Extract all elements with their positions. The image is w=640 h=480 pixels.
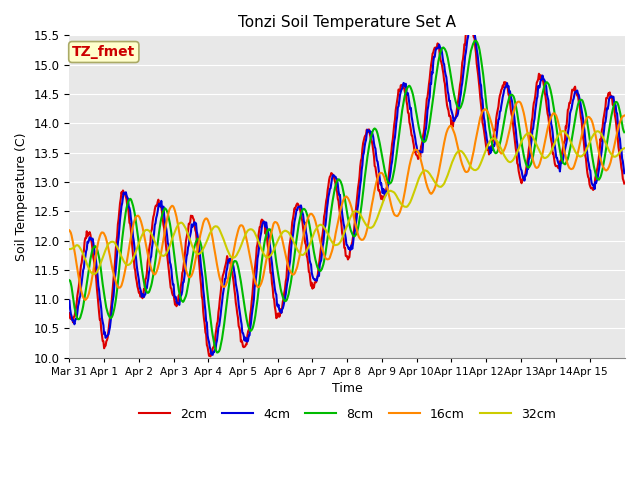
16cm: [405, 167, 413, 172]
32cm: [405, 202, 413, 207]
Line: 4cm: 4cm: [69, 26, 624, 355]
4cm: [436, 44, 444, 49]
2cm: [261, 222, 269, 228]
2cm: [405, 110, 413, 116]
16cm: [620, 113, 628, 119]
4cm: [131, 245, 138, 251]
8cm: [261, 238, 269, 244]
Line: 2cm: 2cm: [69, 18, 624, 356]
2cm: [620, 180, 628, 186]
16cm: [234, 231, 241, 237]
16cm: [65, 228, 73, 233]
2cm: [282, 279, 289, 285]
2cm: [131, 265, 138, 271]
8cm: [620, 130, 628, 135]
4cm: [282, 291, 289, 297]
16cm: [282, 252, 289, 258]
32cm: [620, 145, 628, 151]
8cm: [436, 51, 444, 57]
16cm: [515, 99, 522, 105]
Y-axis label: Soil Temperature (C): Soil Temperature (C): [15, 132, 28, 261]
32cm: [282, 228, 289, 234]
32cm: [234, 251, 241, 257]
16cm: [81, 297, 89, 303]
32cm: [65, 246, 73, 252]
8cm: [472, 38, 479, 44]
2cm: [234, 311, 241, 316]
32cm: [559, 128, 566, 134]
16cm: [261, 266, 269, 272]
Title: Tonzi Soil Temperature Set A: Tonzi Soil Temperature Set A: [238, 15, 456, 30]
32cm: [261, 252, 269, 258]
8cm: [65, 277, 73, 283]
4cm: [261, 219, 269, 225]
2cm: [65, 310, 73, 316]
2cm: [207, 353, 214, 359]
8cm: [131, 210, 138, 216]
Line: 16cm: 16cm: [69, 102, 624, 300]
X-axis label: Time: Time: [332, 383, 363, 396]
4cm: [467, 24, 475, 29]
Text: TZ_fmet: TZ_fmet: [72, 45, 136, 59]
4cm: [405, 96, 413, 101]
2cm: [465, 15, 472, 21]
16cm: [436, 164, 444, 169]
Line: 8cm: 8cm: [69, 41, 624, 352]
Line: 32cm: 32cm: [69, 131, 624, 274]
4cm: [234, 288, 241, 294]
8cm: [282, 298, 289, 304]
32cm: [436, 184, 444, 190]
32cm: [131, 251, 139, 256]
8cm: [405, 83, 413, 89]
8cm: [234, 261, 241, 267]
2cm: [436, 52, 444, 58]
32cm: [90, 271, 98, 277]
8cm: [213, 349, 221, 355]
4cm: [620, 170, 628, 176]
4cm: [209, 352, 216, 358]
16cm: [131, 216, 139, 221]
Legend: 2cm, 4cm, 8cm, 16cm, 32cm: 2cm, 4cm, 8cm, 16cm, 32cm: [134, 403, 561, 426]
4cm: [65, 298, 73, 303]
